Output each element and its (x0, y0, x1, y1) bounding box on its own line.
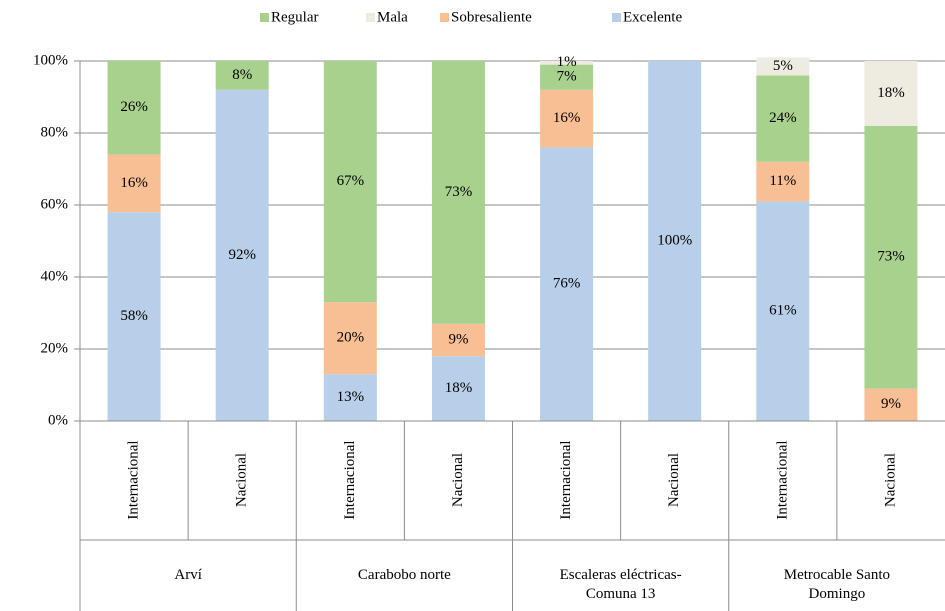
data-label: 7% (557, 69, 577, 85)
data-label: 61% (769, 303, 797, 319)
legend-label: Regular (271, 9, 318, 25)
bar-segment (107, 154, 161, 213)
data-label: 26% (120, 99, 148, 115)
legend-swatch (366, 13, 375, 22)
group-label: Carabobo norte (357, 567, 451, 583)
data-label: 5% (773, 58, 793, 74)
bar-segment (323, 302, 377, 375)
x-tick-label: Nacional (882, 453, 898, 507)
bar-segment (540, 64, 594, 90)
data-label: 58% (120, 308, 148, 324)
x-tick-label: Internacional (558, 440, 574, 519)
data-label: 67% (337, 173, 365, 189)
data-label: 9% (448, 331, 468, 347)
bar-segment (431, 323, 485, 357)
data-label: 16% (553, 110, 581, 126)
x-tick-label: Internacional (774, 440, 790, 519)
bar-segment (864, 125, 918, 389)
bar-segment (323, 374, 377, 421)
y-tick-label: 100% (33, 52, 68, 68)
bar-segment (215, 89, 269, 422)
group-label: Metrocable Santo Domingo (783, 567, 890, 602)
data-label: 18% (877, 85, 905, 101)
bar-segment (431, 61, 485, 324)
data-label: 20% (337, 330, 365, 346)
bar-segment (756, 201, 810, 421)
legend-swatch (260, 13, 269, 22)
bar-segment (107, 61, 161, 155)
data-label: 100% (657, 232, 692, 248)
data-label: 1% (557, 54, 577, 70)
x-tick-label: Nacional (450, 453, 466, 507)
x-tick-label: Nacional (234, 453, 250, 507)
legend-swatch (440, 13, 449, 22)
data-label: 24% (769, 110, 797, 126)
bar-segment (756, 161, 810, 202)
data-label: 16% (120, 175, 148, 191)
bar-segment (540, 147, 594, 421)
data-label: 73% (445, 184, 473, 200)
data-label: 8% (232, 67, 252, 83)
y-tick-label: 20% (41, 340, 69, 356)
y-tick-label: 80% (41, 124, 69, 140)
bar-segment (323, 61, 377, 303)
bar-segment (215, 61, 269, 90)
y-tick-label: 0% (48, 412, 68, 428)
x-tick-label: Internacional (342, 440, 358, 519)
data-label: 92% (228, 247, 256, 263)
bar-segment (756, 75, 810, 162)
x-tick-label: Internacional (126, 440, 142, 519)
bar-segment (540, 89, 594, 148)
legend-label: Mala (377, 9, 408, 25)
bar-segment (107, 212, 161, 421)
data-label: 18% (445, 380, 473, 396)
x-tick-label: Nacional (666, 453, 682, 507)
data-label: 11% (769, 173, 796, 189)
data-label: 76% (553, 276, 581, 292)
group-label: Arví (174, 567, 202, 583)
bar-segment (540, 61, 594, 65)
bar-segment (648, 61, 702, 421)
data-label: 73% (877, 249, 905, 265)
data-label: 13% (337, 389, 365, 405)
group-label: Escaleras eléctricas-Comuna 13 (559, 567, 682, 602)
y-tick-label: 40% (41, 268, 69, 284)
legend-label: Excelente (623, 9, 682, 25)
bar-segment (431, 356, 485, 421)
legend-swatch (612, 13, 621, 22)
bar-segment (756, 57, 810, 76)
legend-label: Sobresaliente (451, 9, 532, 25)
y-tick-label: 60% (41, 196, 69, 212)
data-label: 9% (881, 396, 901, 412)
bar-segment (864, 61, 918, 126)
bar-segment (864, 388, 918, 421)
